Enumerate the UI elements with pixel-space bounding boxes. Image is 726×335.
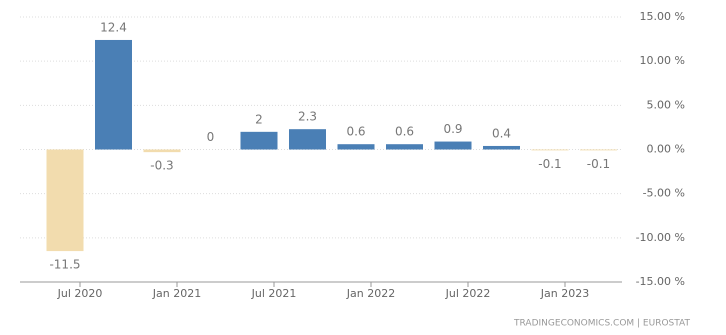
bar [531,149,569,151]
y-tick-label: 0.00 % [647,143,685,156]
x-tick-label: Jul 2022 [445,287,491,300]
x-tick-label: Jan 2023 [540,287,589,300]
value-label: -0.3 [150,159,173,173]
bar [337,144,375,150]
bar [143,149,181,153]
value-label: 0 [207,130,215,144]
y-tick-label: -5.00 % [643,187,685,200]
bar [580,149,617,151]
bar [434,141,472,150]
bar [289,129,326,150]
value-label: 0.6 [346,125,365,139]
value-label: 0.4 [492,126,511,140]
value-label: 0.6 [395,125,414,139]
y-tick-label: -10.00 % [636,231,685,244]
bar [46,149,84,252]
y-tick-label: 15.00 % [640,10,685,23]
value-label: -0.1 [538,157,561,171]
bar [95,39,132,150]
x-tick-label: Jan 2022 [346,287,395,300]
y-tick-label: 5.00 % [647,98,685,111]
x-tick-label: Jul 2020 [57,287,103,300]
value-label: 12.4 [100,20,127,34]
value-label: 0.9 [443,122,462,136]
bar [386,144,423,150]
value-label: 2.3 [298,110,317,124]
bar [240,131,278,150]
x-tick-label: Jul 2021 [251,287,297,300]
y-tick-label: -15.00 % [636,275,685,288]
source: TRADINGECONOMICS.COM | EUROSTAT [513,319,690,329]
value-label: -11.5 [49,258,80,272]
value-label: -0.1 [587,157,610,171]
y-tick-label: 10.00 % [640,54,685,67]
x-tick-label: Jan 2021 [152,287,201,300]
bar [483,145,520,150]
value-label: 2 [255,112,263,126]
